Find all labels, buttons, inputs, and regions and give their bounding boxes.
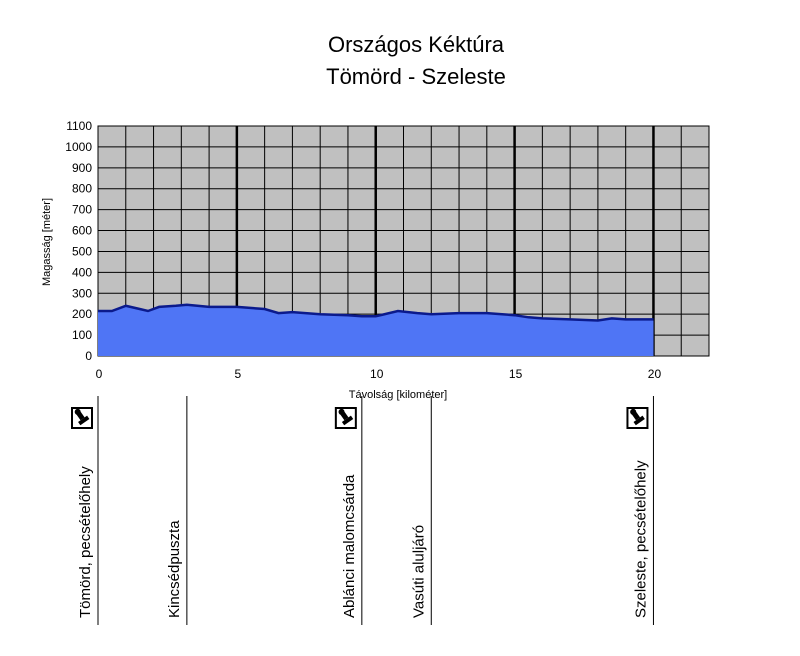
y-tick-label: 100 [72,328,92,342]
poi-marker: Kincsédpuszta [166,396,188,625]
y-tick-label: 400 [72,265,92,279]
y-tick-label: 900 [72,161,92,175]
x-tick-label: 15 [509,367,523,381]
x-tick-label: 10 [370,367,384,381]
poi-label: Szeleste, pecsételőhely [632,460,649,618]
poi-marker: Szeleste, pecsételőhely [626,396,654,625]
elevation-area [98,304,654,356]
stamp-icon [626,407,649,429]
poi-label: Tömörd, pecsételőhely [77,466,94,618]
stamp-icon [334,407,357,429]
y-tick-label: 200 [72,307,92,321]
y-tick-label: 300 [72,286,92,300]
chart-subtitle: Tömörd - Szeleste [326,64,506,89]
poi-marker: Ablánci malomcsárda [334,396,363,625]
y-tick-label: 600 [72,224,92,238]
y-tick-labels: 0 100 200 300 400 500 600 700 800 900 1000 1100 [65,119,92,363]
poi-marker: Vasúti aluljáró [410,396,432,625]
chart-title: Országos Kéktúra [328,32,505,57]
y-tick-label: 1000 [65,140,92,154]
y-tick-label: 0 [85,349,92,363]
poi-label: Vasúti aluljáró [410,525,427,618]
poi-label: Ablánci malomcsárda [341,474,358,618]
y-axis-label: Magasság [méter] [41,198,53,286]
x-axis-label: Távolság [kilométer] [349,389,447,401]
poi-marker: Tömörd, pecsételőhely [71,396,99,625]
y-tick-label: 1100 [66,119,92,133]
x-tick-label: 20 [648,367,662,381]
points-of-interest: Tömörd, pecsételőhely Kincsédpuszta Ablánc… [71,396,654,625]
x-tick-labels: 0 5 10 15 20 [96,367,662,381]
x-tick-label: 5 [235,367,242,381]
y-tick-label: 500 [72,244,92,258]
poi-label: Kincsédpuszta [166,520,183,618]
y-tick-label: 800 [72,182,92,196]
y-tick-label: 700 [72,203,92,217]
elevation-line [98,303,654,322]
stamp-icon [71,407,93,429]
x-tick-label: 0 [96,367,103,381]
